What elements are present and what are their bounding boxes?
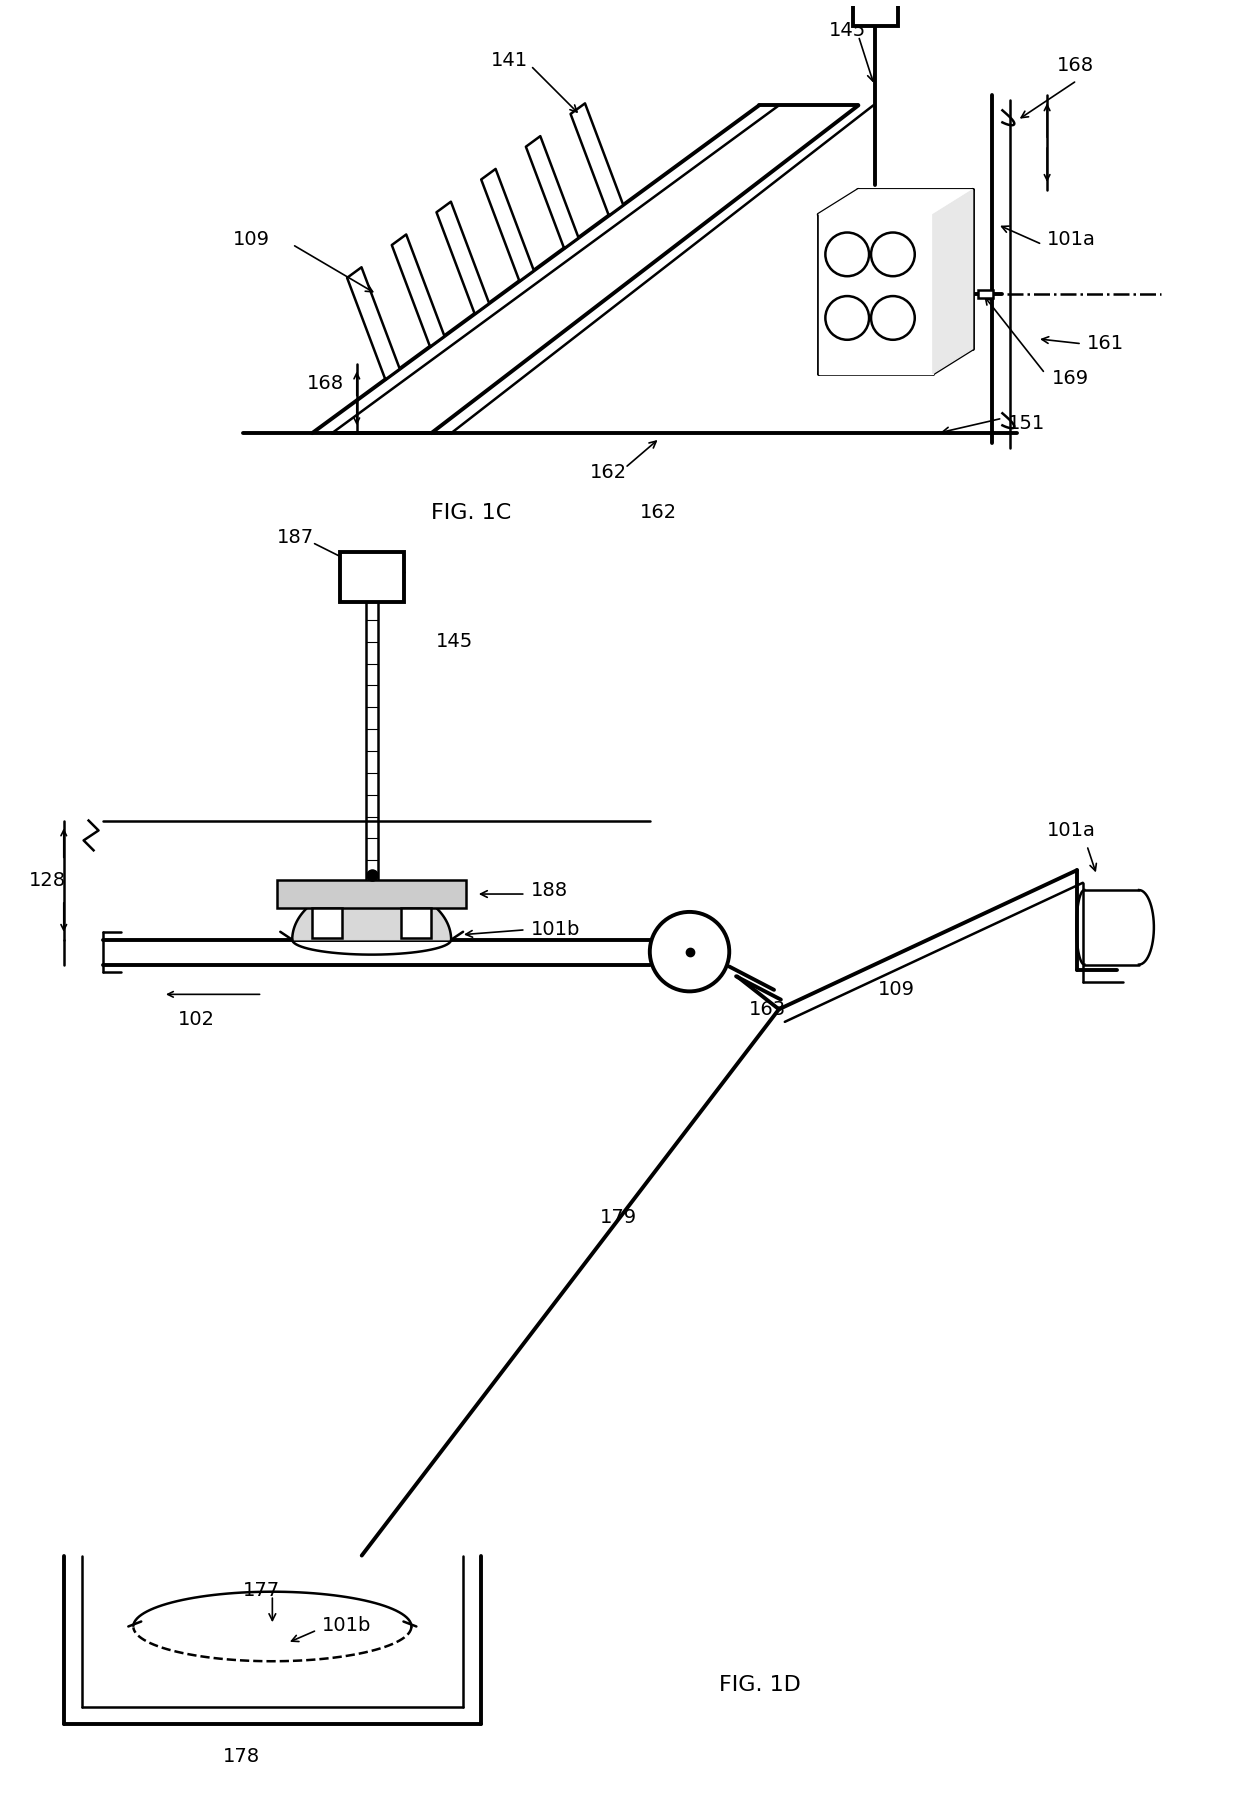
Text: 163: 163 <box>749 999 786 1019</box>
Text: 168: 168 <box>308 374 345 394</box>
Polygon shape <box>347 268 399 379</box>
Text: 109: 109 <box>878 979 915 999</box>
Text: 162: 162 <box>590 464 627 482</box>
Text: FIG. 1D: FIG. 1D <box>719 1675 801 1695</box>
Polygon shape <box>481 169 534 280</box>
Text: FIG. 1C: FIG. 1C <box>432 503 512 523</box>
Polygon shape <box>293 886 451 940</box>
Text: 101a: 101a <box>1047 230 1096 250</box>
Bar <box>340 552 404 602</box>
Text: 168: 168 <box>1056 56 1094 75</box>
Text: 179: 179 <box>600 1208 637 1227</box>
Polygon shape <box>570 104 624 216</box>
FancyBboxPatch shape <box>278 881 466 907</box>
Polygon shape <box>932 190 972 374</box>
Polygon shape <box>818 214 932 374</box>
Bar <box>402 907 432 938</box>
Text: 169: 169 <box>1052 368 1089 388</box>
Text: 145: 145 <box>436 633 474 651</box>
Text: 109: 109 <box>233 230 269 250</box>
Text: 178: 178 <box>223 1747 260 1766</box>
Bar <box>853 0 898 25</box>
Text: 162: 162 <box>640 503 677 523</box>
Text: 161: 161 <box>1086 334 1123 354</box>
Text: 151: 151 <box>1007 413 1044 433</box>
Bar <box>312 907 342 938</box>
Text: 101b: 101b <box>322 1616 372 1635</box>
Text: 145: 145 <box>828 22 866 40</box>
Polygon shape <box>436 201 489 314</box>
Bar <box>977 289 993 298</box>
Text: 101b: 101b <box>531 920 580 940</box>
Text: 101a: 101a <box>1047 821 1096 839</box>
Polygon shape <box>818 190 972 214</box>
Text: 141: 141 <box>491 50 528 70</box>
Text: 128: 128 <box>29 870 66 890</box>
Polygon shape <box>392 234 444 347</box>
Text: 188: 188 <box>531 881 568 900</box>
Text: 187: 187 <box>278 528 315 546</box>
Polygon shape <box>526 137 579 248</box>
Text: 177: 177 <box>243 1581 280 1599</box>
Text: 102: 102 <box>179 1010 215 1028</box>
